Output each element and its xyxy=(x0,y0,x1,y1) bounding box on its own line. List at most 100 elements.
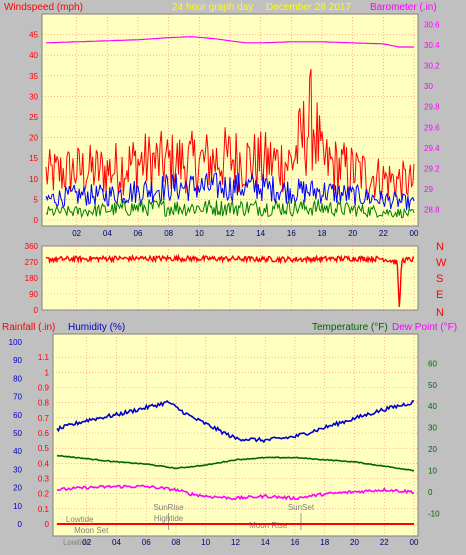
temp-x-ticks: 02 04 06 08 10 12 14 16 18 20 22 00 xyxy=(82,538,419,547)
wind-y-tick-label: 5 xyxy=(34,195,39,204)
graph-date: December 28 2017 xyxy=(266,2,351,13)
wind-x-tick-label: 18 xyxy=(318,229,327,238)
humidity-y-tick-label: 40 xyxy=(13,447,22,456)
temp-y-tick-label: -10 xyxy=(428,509,440,518)
rainfall-axis-title: Rainfall (.in) xyxy=(2,322,55,333)
direction-y-tick-label: 180 xyxy=(25,274,39,283)
humidity-y-tick-label: 20 xyxy=(13,484,22,493)
series-dew-point-line xyxy=(56,484,415,501)
event-label: Lowtide xyxy=(66,515,94,524)
series-direction-line xyxy=(45,253,415,307)
compass-label: W xyxy=(436,257,447,269)
direction-y-tick-label: 270 xyxy=(25,258,39,267)
humidity-y-tick-label: 0 xyxy=(18,520,23,529)
temp-x-tick-label: 04 xyxy=(112,538,121,547)
humidity-y-tick-label: 30 xyxy=(13,465,22,474)
humidity-axis-title: Humidity (%) xyxy=(68,322,125,333)
series-gust-line xyxy=(45,68,415,201)
barometer-y-tick-label: 29 xyxy=(424,185,433,194)
temp-x-tick-label: 12 xyxy=(231,538,240,547)
barometer-y-tick-label: 30.4 xyxy=(424,41,440,50)
wind-x-tick-label: 20 xyxy=(348,229,357,238)
wind-x-tick-label: 04 xyxy=(103,229,112,238)
temp-x-tick-label: 06 xyxy=(142,538,151,547)
event-label: Moon Set xyxy=(74,526,109,535)
rain-y-tick-label: 1.1 xyxy=(38,353,50,362)
direction-y-tick-label: 0 xyxy=(34,306,39,315)
event-label: SunSet xyxy=(288,503,315,512)
humidity-y-tick-label: 80 xyxy=(13,374,22,383)
event-label: Moon Rise xyxy=(249,521,288,530)
wind-x-tick-label: 14 xyxy=(256,229,265,238)
event-label: SunRise xyxy=(153,503,184,512)
rain-y-tick-label: 0.8 xyxy=(38,399,50,408)
humidity-y-tick-label: 100 xyxy=(9,338,23,347)
rain-y-tick-label: 0.1 xyxy=(38,505,50,514)
series-temperature-line xyxy=(56,454,415,472)
dewpoint-axis-title: Dew Point (°F) xyxy=(392,322,457,333)
series-barometer-line xyxy=(45,36,414,48)
rain-y-ticks: 0 0.1 0.2 0.3 0.4 0.5 0.6 0.7 0.8 0.9 1 1.1 xyxy=(38,353,50,529)
barometer-y-ticks: 28.8 29 29.2 29.4 29.6 29.8 30 30.2 30.4 30.6 xyxy=(424,20,440,214)
temp-y-tick-label: 10 xyxy=(428,466,437,475)
compass-label: N xyxy=(436,307,444,319)
wind-y-tick-label: 15 xyxy=(29,154,38,163)
temp-series xyxy=(56,399,415,525)
compass-label: S xyxy=(436,273,443,285)
barometer-y-tick-label: 30.6 xyxy=(424,20,440,29)
humidity-y-tick-label: 50 xyxy=(13,429,22,438)
wind-grid xyxy=(42,14,418,226)
temp-y-tick-label: 0 xyxy=(428,488,433,497)
temp-grid xyxy=(53,334,418,536)
graph-title: 24 hour graph day xyxy=(172,2,253,13)
barometer-y-tick-label: 29.4 xyxy=(424,144,440,153)
temp-x-tick-label: 16 xyxy=(291,538,300,547)
temp-y-tick-label: 40 xyxy=(428,402,437,411)
humidity-y-tick-label: 70 xyxy=(13,393,22,402)
direction-plot-area xyxy=(41,245,419,311)
wind-y-tick-label: 0 xyxy=(34,216,39,225)
wind-y-tick-label: 20 xyxy=(29,134,38,143)
wind-x-tick-label: 08 xyxy=(164,229,173,238)
temp-x-tick-label: 20 xyxy=(350,538,359,547)
direction-series xyxy=(45,253,415,307)
temp-x-tick-label: 02 xyxy=(82,538,91,547)
temp-x-tick-label: 10 xyxy=(201,538,210,547)
wind-x-ticks: 02 04 06 08 10 12 14 16 18 20 22 00 xyxy=(72,229,419,238)
temp-x-tick-label: 00 xyxy=(410,538,419,547)
barometer-y-tick-label: 29.2 xyxy=(424,165,440,174)
event-label: Hightide xyxy=(154,514,184,523)
barometer-y-tick-label: 29.6 xyxy=(424,123,440,132)
rain-y-tick-label: 0.7 xyxy=(38,414,50,423)
series-average-line xyxy=(45,172,415,211)
wind-y-tick-label: 25 xyxy=(29,113,38,122)
wind-x-tick-label: 00 xyxy=(410,229,419,238)
temp-x-tick-label: 08 xyxy=(172,538,181,547)
rain-y-tick-label: 0.2 xyxy=(38,490,50,499)
wind-x-tick-label: 06 xyxy=(134,229,143,238)
temp-y-tick-label: 20 xyxy=(428,445,437,454)
temp-y-tick-label: 50 xyxy=(428,381,437,390)
series-low-line xyxy=(45,198,415,219)
compass-label: E xyxy=(436,289,443,301)
temp-x-tick-label: 18 xyxy=(320,538,329,547)
humidity-y-tick-label: 90 xyxy=(13,356,22,365)
rain-y-tick-label: 1 xyxy=(45,368,50,377)
direction-y-tick-label: 360 xyxy=(25,242,39,251)
rain-y-tick-label: 0.4 xyxy=(38,459,50,468)
barometer-y-tick-label: 28.8 xyxy=(424,206,440,215)
humidity-y-tick-label: 60 xyxy=(13,411,22,420)
series-humidity-line xyxy=(56,399,414,444)
temp-x-tick-label: 22 xyxy=(380,538,389,547)
wind-y-tick-label: 30 xyxy=(29,92,38,101)
rain-y-tick-label: 0.9 xyxy=(38,384,50,393)
barometer-y-tick-label: 30 xyxy=(424,82,433,91)
wind-x-tick-label: 10 xyxy=(195,229,204,238)
humidity-y-ticks: 0 10 20 30 40 50 60 70 80 90 100 xyxy=(9,338,23,529)
wind-y-tick-label: 35 xyxy=(29,72,38,81)
barometer-axis-title: Barometer (.in) xyxy=(370,2,437,13)
wind-x-tick-label: 12 xyxy=(226,229,235,238)
windspeed-axis-title: Windspeed (mph) xyxy=(4,2,83,13)
